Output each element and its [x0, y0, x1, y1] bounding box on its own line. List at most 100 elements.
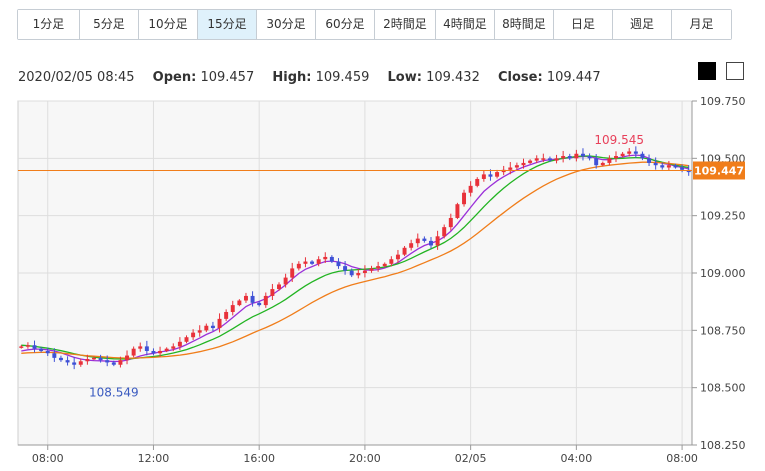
candle-body: [587, 156, 592, 159]
tab-timeframe-3[interactable]: 15分足: [197, 10, 256, 39]
light-theme-button[interactable]: [726, 62, 744, 80]
y-tick-label: 109.750: [700, 95, 746, 108]
candle-body: [65, 360, 70, 363]
candle-body: [283, 277, 288, 285]
current-price-label: 109.447: [694, 164, 744, 177]
low-value: 109.432: [426, 70, 480, 85]
candle-body: [45, 350, 50, 354]
candle-body: [541, 158, 546, 160]
candle-body: [316, 259, 321, 264]
y-tick-label: 109.000: [700, 267, 746, 280]
candles: [19, 146, 691, 370]
tab-timeframe-5[interactable]: 60分足: [315, 10, 374, 39]
candle-body: [422, 238, 427, 241]
x-tick-label: 04:00: [561, 452, 593, 465]
close-label: Close:: [498, 70, 543, 85]
y-tick-label: 109.250: [700, 210, 746, 223]
candle-body: [250, 295, 255, 303]
candle-body: [323, 256, 328, 260]
candle-body: [118, 360, 123, 365]
candle-body: [640, 153, 645, 159]
candle-body: [296, 263, 301, 269]
candle-body: [72, 362, 77, 365]
candle-body: [488, 174, 493, 177]
dark-theme-button[interactable]: [698, 62, 716, 80]
candle-body: [389, 259, 394, 264]
candle-body: [230, 305, 235, 312]
candle-body: [52, 353, 57, 358]
candle-body: [217, 318, 222, 329]
open-value: 109.457: [200, 70, 255, 85]
candle-body: [594, 158, 599, 166]
tab-timeframe-6[interactable]: 2時間足: [374, 10, 435, 39]
candle-body: [376, 266, 381, 269]
candle-body: [151, 350, 156, 354]
candle-body: [336, 261, 341, 267]
candle-body: [600, 162, 605, 166]
candle-body: [614, 156, 618, 159]
candle-body: [455, 204, 460, 218]
candle-body: [528, 160, 533, 163]
candle-body: [125, 355, 130, 361]
x-tick-label: 16:00: [243, 452, 275, 465]
candle-body: [58, 357, 63, 361]
candle-body: [680, 167, 685, 170]
candle-body: [303, 261, 308, 264]
x-tick-label: 20:00: [349, 452, 381, 465]
candle-body: [580, 153, 585, 157]
candle-body: [382, 263, 387, 267]
tab-timeframe-10[interactable]: 週足: [612, 10, 671, 39]
candle-body: [32, 345, 37, 349]
candle-body: [92, 357, 96, 360]
candle-body: [429, 240, 433, 246]
tab-timeframe-11[interactable]: 月足: [671, 10, 731, 39]
tab-timeframe-1[interactable]: 5分足: [79, 10, 138, 39]
open-label: Open:: [152, 70, 197, 85]
candle-body: [395, 254, 400, 260]
candle-body: [554, 158, 559, 161]
candle-body: [475, 178, 480, 186]
tab-timeframe-9[interactable]: 日足: [553, 10, 612, 39]
candle-body: [329, 256, 334, 262]
tab-timeframe-0[interactable]: 1分足: [18, 10, 79, 39]
x-tick-label: 12:00: [138, 452, 170, 465]
candle-body: [263, 295, 268, 306]
current-price-tag: [693, 161, 745, 180]
x-tick-label: 08:00: [666, 452, 698, 465]
candle-body: [210, 325, 215, 329]
candle-body: [508, 167, 513, 170]
candle-body: [85, 359, 90, 362]
tab-timeframe-4[interactable]: 30分足: [256, 10, 315, 39]
candle-body: [620, 153, 625, 157]
min-annotation-label: 108.549: [89, 385, 139, 399]
candle-body: [435, 236, 440, 246]
candle-body: [290, 268, 295, 278]
candle-body: [39, 348, 44, 351]
candle-body: [567, 156, 572, 159]
max-annotation-label: 109.545: [594, 133, 644, 147]
candle-body: [131, 348, 136, 356]
candle-body: [462, 192, 467, 205]
candle-body: [25, 345, 30, 347]
candle-body: [448, 217, 453, 228]
candle-body: [442, 227, 447, 237]
candle-body: [574, 153, 579, 159]
ohlc-readout: 2020/02/05 08:45 Open: 109.457 High: 109…: [18, 70, 601, 85]
candle-body: [666, 165, 671, 168]
tab-timeframe-7[interactable]: 4時間足: [435, 10, 494, 39]
candle-body: [171, 346, 176, 349]
ohlc-datetime: 2020/02/05 08:45: [18, 70, 135, 85]
candle-body: [224, 311, 229, 319]
y-tick-label: 108.250: [700, 439, 746, 452]
tab-timeframe-8[interactable]: 8時間足: [494, 10, 553, 39]
candle-body: [197, 330, 202, 333]
candle-body: [111, 362, 116, 365]
y-tick-label: 108.500: [700, 382, 746, 395]
candle-body: [633, 151, 638, 154]
tab-timeframe-2[interactable]: 10分足: [138, 10, 197, 39]
candle-body: [19, 346, 24, 348]
candle-body: [468, 185, 473, 193]
candle-body: [310, 261, 315, 264]
candle-body: [534, 158, 539, 161]
